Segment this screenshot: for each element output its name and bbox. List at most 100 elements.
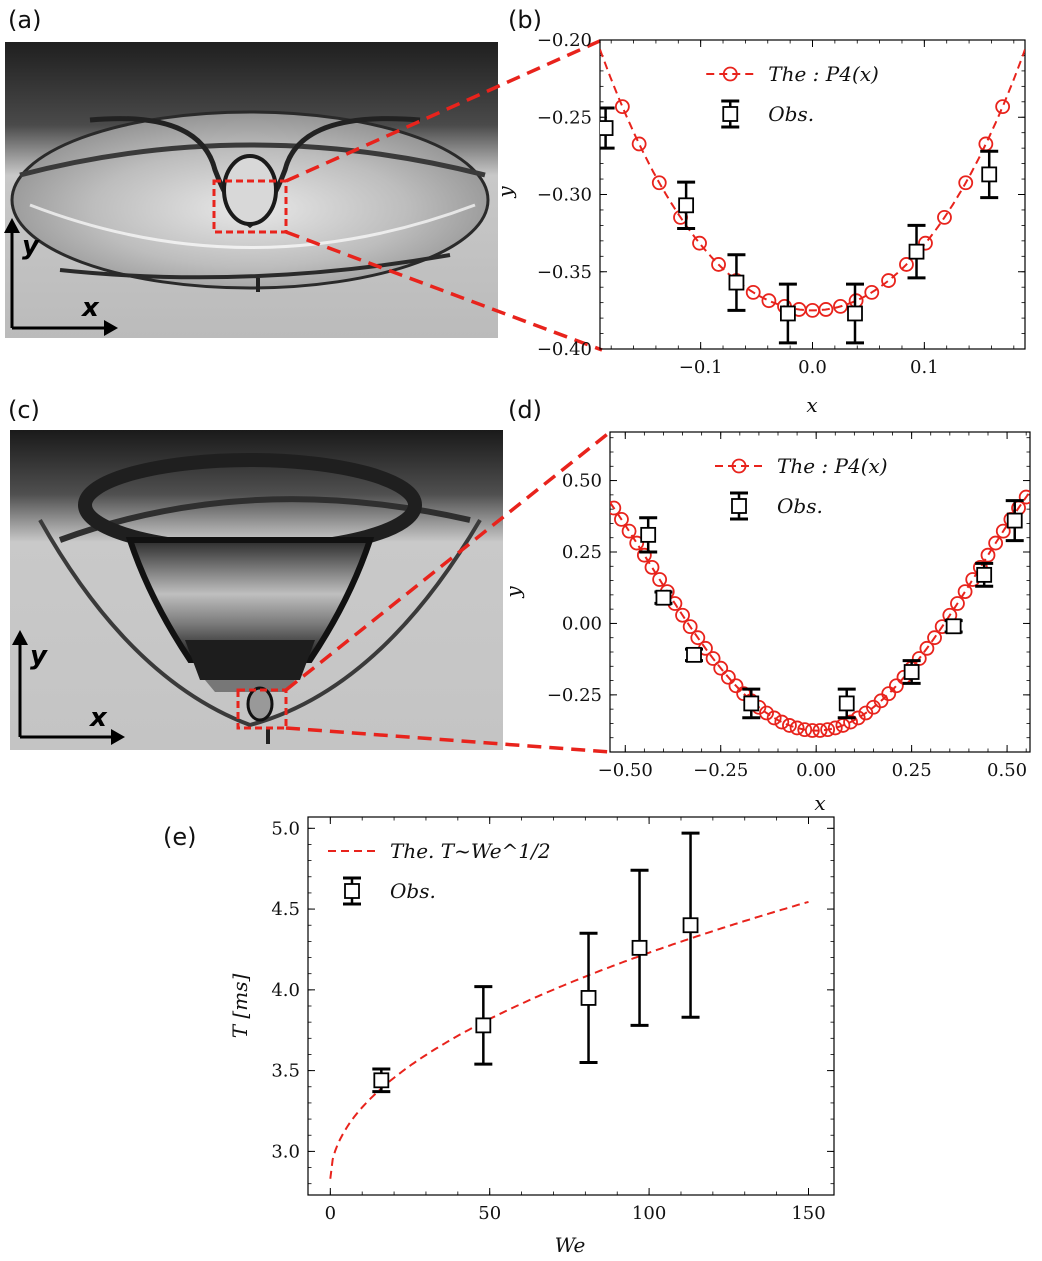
theory-marker [692, 235, 707, 251]
obs-marker [903, 664, 920, 680]
obs-marker [475, 1017, 492, 1034]
obs-marker [682, 917, 699, 934]
y-tick-label: 4.0 [271, 980, 300, 1001]
zoom-connectors [284, 38, 612, 754]
theory-marker [995, 99, 1011, 115]
theory-marker [761, 293, 777, 309]
x-tick-label: 0 [325, 1203, 336, 1224]
plot-frame [599, 39, 1026, 350]
theory-marker [728, 678, 744, 694]
x-tick-label: −0.50 [598, 760, 653, 781]
x-tick-label: 0.1 [910, 357, 939, 378]
plot-area [610, 489, 1030, 738]
theory-marker [881, 686, 897, 702]
theory-marker [950, 596, 965, 611]
theory-marker [745, 284, 761, 300]
theory-marker [881, 273, 896, 288]
legend-theory-marker [731, 458, 747, 474]
theory-marker [927, 630, 942, 646]
theory-marker [820, 722, 836, 738]
theory-marker [682, 619, 698, 635]
theory-marker [833, 299, 848, 314]
theory-marker [980, 547, 996, 563]
obs-marker [981, 166, 998, 183]
theory-marker [789, 720, 805, 736]
theory-marker [766, 710, 782, 726]
obs-marker [600, 120, 614, 136]
obs-marker [686, 646, 702, 663]
panel-label-e: (e) [163, 823, 197, 851]
y-tick-label: 5.0 [271, 818, 300, 839]
x-axis-label: x [814, 791, 825, 815]
theory-marker [918, 235, 933, 251]
obs-marker [580, 990, 597, 1006]
y-tick-label: 0.25 [562, 542, 602, 563]
theory-marker [812, 723, 828, 738]
y-tick-label: −0.25 [547, 685, 602, 706]
y-tick-label: 0.50 [562, 471, 602, 492]
y-axis-label: T [ms] [228, 974, 252, 1039]
legend-theory-marker [722, 66, 738, 82]
theory-marker [978, 136, 994, 152]
theory-marker [797, 722, 813, 738]
legend-theory-label: The : P4(x) [777, 454, 888, 478]
theory-marker [995, 523, 1011, 539]
legend-obs-label: Obs. [768, 102, 814, 126]
y-axis-label: y [501, 586, 525, 599]
theory-marker [1018, 489, 1030, 505]
obs-marker [1006, 512, 1023, 529]
x-tick-label: 150 [791, 1203, 825, 1224]
photo-c-x-axis-label: x [88, 703, 108, 733]
x-tick-label: 0.00 [796, 760, 836, 781]
y-tick-label: −0.20 [537, 30, 592, 51]
x-axis-label: x [806, 393, 817, 417]
theory-marker [782, 718, 797, 733]
theory-marker [614, 511, 629, 527]
chart-e: 0 50 100 150 3.0 3.5 4.0 4.5 5.0 We T [ms] The. T~W… [228, 816, 835, 1257]
y-tick-label: −0.35 [537, 262, 592, 283]
y-tick-label: −0.40 [537, 339, 592, 360]
legend-obs-marker [344, 883, 360, 899]
legend-obs-label: Obs. [390, 879, 436, 903]
legend-theory-label: The : P4(x) [768, 62, 879, 86]
x-tick-label: 0.50 [987, 760, 1027, 781]
theory-marker [843, 714, 858, 730]
y-tick-label: −0.25 [537, 107, 592, 128]
theory-marker [937, 209, 952, 225]
theory-marker [899, 257, 914, 272]
y-axis-label: y [493, 186, 517, 199]
x-tick-label: 0.0 [798, 357, 827, 378]
plot-frame [609, 431, 1031, 753]
theory-marker [804, 723, 820, 738]
theory-marker [636, 547, 652, 563]
obs-marker [728, 274, 745, 291]
x-tick-label: 100 [632, 1203, 666, 1224]
x-axis-label: We [555, 1233, 586, 1257]
theory-marker [759, 705, 774, 721]
panel-label-a: (a) [8, 6, 41, 34]
theory-curve [610, 491, 1030, 732]
theory-marker [958, 175, 974, 191]
legend-obs-label: Obs. [777, 494, 823, 518]
photo-a-x-axis-label: x [80, 293, 100, 323]
y-tick-label: −0.30 [537, 185, 592, 206]
legend-theory-label: The. T~We^1/2 [390, 839, 551, 863]
plot-area [329, 831, 809, 1179]
theory-marker [957, 584, 973, 599]
photo-c-y-axis-label: y [30, 641, 48, 671]
theory-marker [720, 669, 736, 685]
panel-label-d: (d) [508, 396, 542, 424]
theory-marker [621, 523, 637, 539]
x-tick-label: 50 [478, 1203, 501, 1224]
obs-marker [847, 305, 863, 322]
theory-marker [631, 136, 647, 152]
theory-marker [651, 175, 667, 191]
y-tick-label: 3.0 [271, 1141, 300, 1162]
x-tick-label: −0.1 [679, 357, 723, 378]
obs-marker [631, 939, 648, 956]
photo-a: y x [4, 42, 498, 338]
plot-area [600, 49, 1025, 345]
theory-marker [919, 640, 935, 656]
obs-marker [655, 589, 672, 606]
